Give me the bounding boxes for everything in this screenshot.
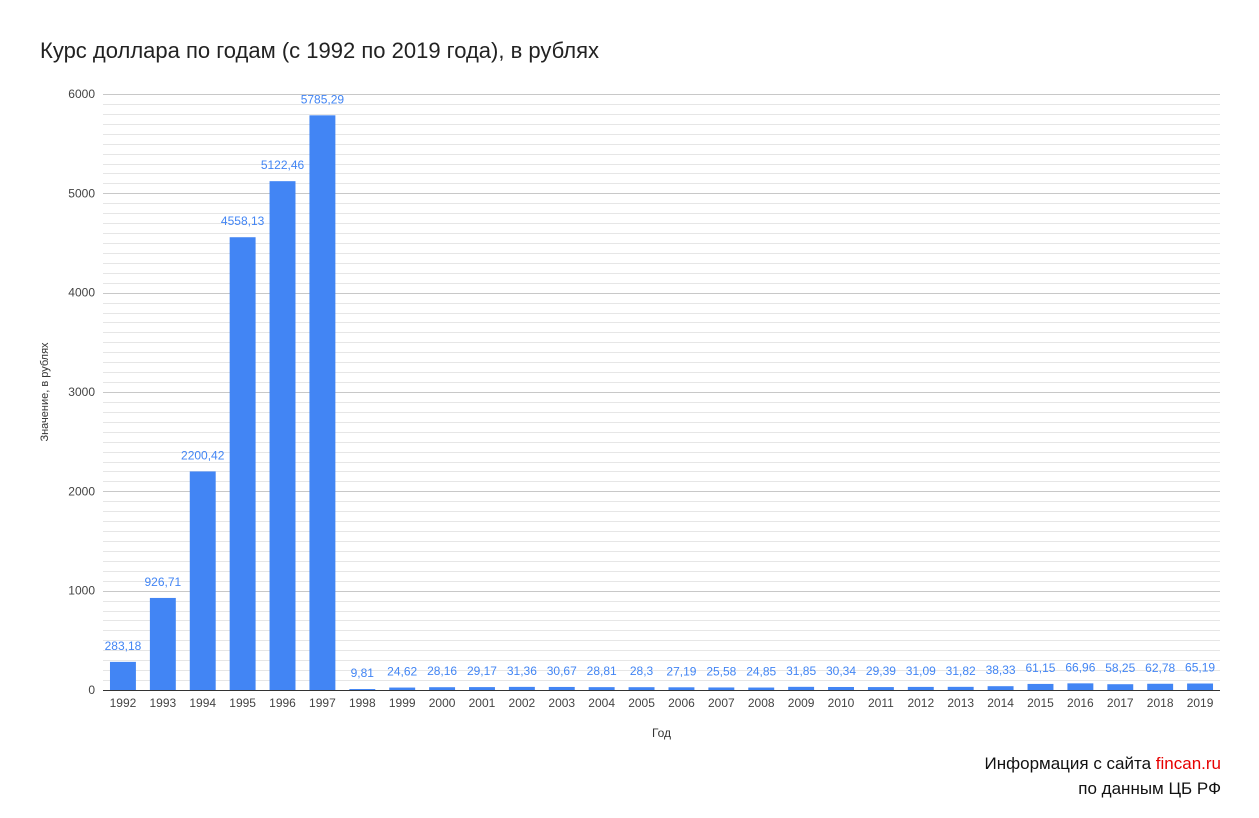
data-label: 62,78 [1145, 661, 1175, 675]
data-label: 38,33 [986, 663, 1016, 677]
data-label: 25,58 [706, 664, 736, 678]
bar [309, 115, 336, 690]
bar [109, 661, 136, 690]
x-tick-label: 2016 [1067, 696, 1094, 710]
data-label: 58,25 [1105, 661, 1135, 675]
data-label: 24,85 [746, 665, 776, 679]
bar [1067, 683, 1094, 690]
bar [628, 687, 655, 690]
x-tick-label: 1997 [309, 696, 336, 710]
x-tick-label: 2009 [788, 696, 815, 710]
y-tick-label: 4000 [68, 286, 95, 300]
bar [828, 686, 854, 690]
x-tick-label: 1994 [189, 696, 216, 710]
bar [588, 687, 615, 690]
x-tick-label: 2012 [907, 696, 934, 710]
data-label: 4558,13 [221, 214, 265, 228]
bar [349, 689, 376, 691]
data-label: 31,85 [786, 664, 816, 678]
source-line: Информация с сайта fincan.ru [985, 754, 1221, 774]
bar [1187, 683, 1214, 690]
x-tick-label: 2013 [947, 696, 974, 710]
source-site-link[interactable]: fincan.ru [1155, 754, 1221, 773]
bar [269, 181, 296, 690]
data-label: 61,15 [1025, 661, 1055, 675]
bar [149, 597, 176, 690]
data-label: 65,19 [1185, 661, 1215, 675]
bar [1107, 684, 1134, 690]
x-tick-label: 2019 [1187, 696, 1214, 710]
x-tick-label: 2005 [628, 696, 655, 710]
bar [748, 687, 775, 690]
bar [668, 687, 695, 690]
y-tick-label: 0 [88, 683, 95, 697]
data-label: 66,96 [1065, 660, 1095, 674]
y-tick-label: 2000 [68, 484, 95, 498]
x-tick-label: 1993 [149, 696, 176, 710]
x-tick-label: 2004 [588, 696, 615, 710]
bar [788, 686, 815, 690]
bar [389, 687, 416, 690]
x-tick-label: 1992 [110, 696, 137, 710]
y-tick-label: 3000 [68, 385, 95, 399]
data-label: 2200,42 [181, 448, 225, 462]
bar [907, 686, 934, 690]
x-tick-label: 2017 [1107, 696, 1134, 710]
data-label: 28,16 [427, 664, 457, 678]
x-tick-label: 2000 [429, 696, 456, 710]
data-label: 29,17 [467, 664, 497, 678]
x-tick-label: 2011 [868, 696, 894, 710]
data-label: 9,81 [351, 666, 375, 680]
data-label: 31,09 [906, 664, 936, 678]
source-prefix: Информация с сайта [984, 754, 1156, 773]
x-tick-label: 1995 [229, 696, 256, 710]
data-label: 5785,29 [301, 92, 345, 106]
data-label: 31,36 [507, 664, 537, 678]
bar [708, 687, 735, 690]
data-label: 31,82 [946, 664, 976, 678]
data-label: 27,19 [666, 664, 696, 678]
x-tick-label: 2007 [708, 696, 735, 710]
x-tick-label: 1998 [349, 696, 376, 710]
bar [189, 471, 216, 690]
bar [229, 237, 256, 690]
x-tick-label: 2001 [469, 696, 496, 710]
x-tick-label: 2010 [828, 696, 855, 710]
x-tick-label: 1996 [269, 696, 296, 710]
data-label: 283,18 [105, 639, 142, 653]
y-tick-label: 6000 [68, 87, 95, 101]
bar [1027, 683, 1054, 690]
source-note: по данным ЦБ РФ [1078, 779, 1221, 798]
y-tick-label: 5000 [68, 186, 95, 200]
bar [1147, 683, 1174, 690]
data-label: 5122,46 [261, 158, 305, 172]
bar [469, 687, 495, 690]
y-tick-label: 1000 [68, 584, 95, 598]
x-tick-label: 2002 [509, 696, 536, 710]
data-label: 926,71 [144, 575, 181, 589]
bar [429, 687, 456, 690]
bar [947, 686, 974, 690]
x-tick-label: 1999 [389, 696, 416, 710]
x-tick-label: 2003 [548, 696, 575, 710]
x-tick-label: 2018 [1147, 696, 1174, 710]
x-axis-title: Год [652, 726, 671, 740]
x-tick-label: 2014 [987, 696, 1014, 710]
data-label: 29,39 [866, 664, 896, 678]
x-tick-label: 2015 [1027, 696, 1054, 710]
bar [508, 686, 535, 690]
bar [987, 686, 1014, 690]
bar [548, 686, 575, 690]
chart-title: Курс доллара по годам (с 1992 по 2019 го… [40, 38, 599, 63]
x-tick-label: 2006 [668, 696, 695, 710]
data-label: 28,3 [630, 664, 654, 678]
data-label: 30,34 [826, 664, 856, 678]
data-label: 28,81 [587, 664, 617, 678]
data-label: 30,67 [547, 664, 577, 678]
x-tick-label: 2008 [748, 696, 775, 710]
bar [867, 687, 894, 690]
y-axis-title: Значение, в рублях [39, 342, 51, 442]
data-label: 24,62 [387, 665, 417, 679]
